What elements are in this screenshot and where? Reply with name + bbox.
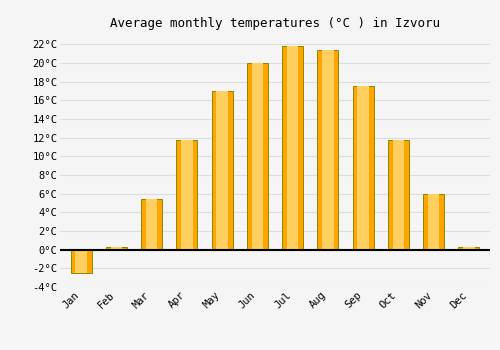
Bar (216, 91, 228, 250)
Bar (322, 50, 334, 250)
Bar (423, 194, 444, 250)
Bar (141, 199, 162, 250)
Bar (146, 199, 158, 250)
Bar (282, 46, 303, 250)
Bar (463, 247, 474, 250)
Bar (247, 63, 268, 250)
Bar (181, 140, 192, 250)
Bar (252, 63, 263, 250)
Bar (110, 247, 122, 250)
Bar (287, 46, 298, 250)
Bar (428, 194, 440, 250)
Bar (212, 91, 233, 250)
Bar (106, 247, 127, 250)
Bar (176, 140, 198, 250)
Bar (388, 140, 409, 250)
Bar (352, 86, 374, 250)
Bar (392, 140, 404, 250)
Bar (358, 86, 369, 250)
Bar (70, 250, 92, 273)
Bar (76, 250, 87, 273)
Bar (318, 50, 338, 250)
Bar (458, 247, 479, 250)
Title: Average monthly temperatures (°C ) in Izvoru: Average monthly temperatures (°C ) in Iz… (110, 17, 440, 30)
